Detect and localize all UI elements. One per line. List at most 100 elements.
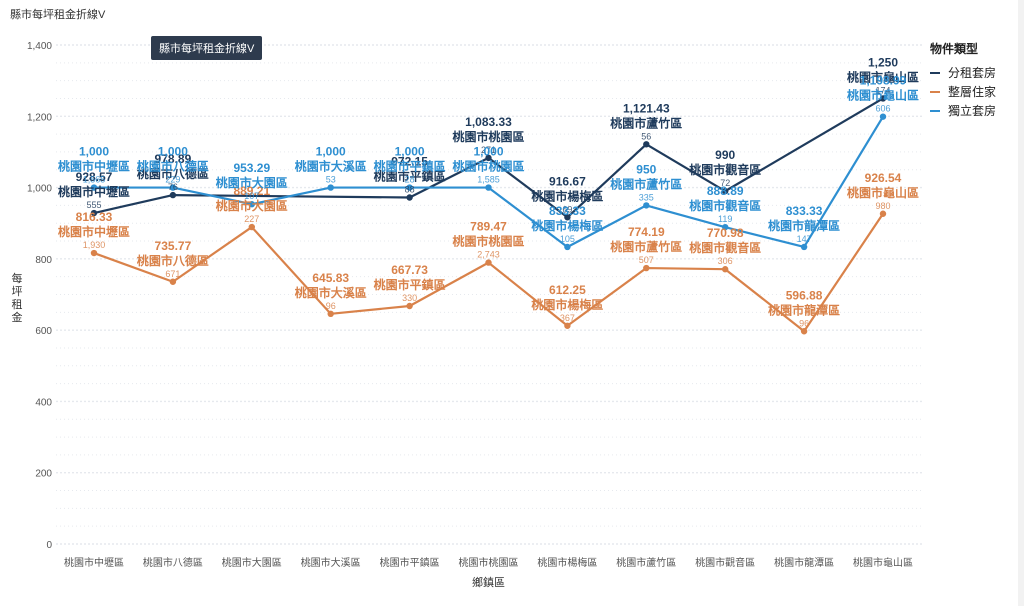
y-tick-label: 200 — [35, 469, 52, 480]
data-point — [327, 184, 334, 191]
data-value-label: 1,000 — [79, 145, 109, 159]
data-value-label: 990 — [715, 148, 735, 162]
series-lines — [90, 95, 887, 335]
data-point — [564, 243, 571, 251]
data-count-label: 69 — [562, 204, 572, 214]
data-value-label: 1,083.33 — [465, 115, 512, 129]
data-point — [879, 113, 887, 120]
data-point — [327, 310, 334, 318]
chart-title-tooltip: 縣市每坪租金折線V — [151, 36, 263, 60]
data-category-label: 桃園市桃園區 — [452, 129, 524, 144]
data-category-label: 桃園市蘆竹區 — [610, 176, 682, 191]
data-count-label: 88 — [405, 184, 415, 194]
data-category-label: 桃園市龍潭區 — [768, 302, 840, 317]
data-value-label: 1,121.43 — [623, 101, 670, 115]
data-value-label: 972.15 — [391, 154, 428, 168]
y-tick-label: 1,400 — [27, 41, 52, 52]
x-tick-label: 桃園市中壢區 — [64, 556, 124, 569]
data-point — [485, 259, 492, 266]
data-count-label: 105 — [560, 234, 575, 244]
data-value-label: 950 — [636, 162, 656, 176]
data-value-label: 1,000 — [158, 145, 188, 159]
y-tick-label: 1,200 — [27, 112, 52, 123]
legend-item-studio[interactable]: 獨立套房 — [930, 101, 996, 120]
legend-label: 獨立套房 — [948, 104, 997, 118]
data-count-label: 1,930 — [83, 240, 106, 250]
data-count-label: 1,585 — [477, 175, 500, 185]
data-point — [722, 266, 729, 273]
data-value-label: 888.89 — [707, 184, 744, 198]
x-tick-label: 桃園市平鎮區 — [380, 556, 440, 569]
data-count-label: 606 — [875, 104, 890, 114]
legend-item-rooms[interactable]: 分租套房 — [930, 63, 996, 82]
data-value-label: 596.88 — [786, 288, 823, 302]
legend-item-whole-house[interactable]: 整層住家 — [930, 82, 996, 101]
data-category-label: 桃園市楊梅區 — [531, 188, 603, 203]
data-category-label: 桃園市龜山區 — [847, 88, 919, 103]
data-count-label: 53 — [326, 175, 336, 185]
data-category-label: 桃園市楊梅區 — [531, 297, 603, 312]
data-count-label: 107 — [244, 191, 259, 201]
data-category-label: 桃園市八德區 — [137, 159, 209, 174]
data-point — [406, 302, 413, 310]
data-count-label: 507 — [639, 255, 654, 265]
x-tick-label: 桃園市龜山區 — [853, 556, 913, 569]
data-category-label: 桃園市桃園區 — [452, 159, 524, 174]
data-count-label: 56 — [641, 131, 651, 141]
data-point — [485, 154, 492, 162]
data-category-label: 桃園市觀音區 — [689, 240, 761, 255]
data-count-label: 96 — [326, 301, 336, 311]
y-tick-label: 1,000 — [27, 184, 52, 195]
data-value-label: 1,250 — [868, 55, 898, 69]
data-point — [248, 223, 255, 231]
data-count-label: 335 — [639, 192, 654, 202]
data-count-label: 96 — [799, 318, 809, 328]
data-count-label: 671 — [165, 269, 180, 279]
data-category-label: 桃園市中壢區 — [58, 184, 130, 199]
data-category-label: 桃園市觀音區 — [689, 162, 761, 177]
legend-swatch — [930, 90, 940, 93]
data-count-label: 367 — [560, 313, 575, 323]
data-value-label: 612.25 — [549, 283, 586, 297]
data-value-label: 816.33 — [76, 210, 113, 224]
data-value-label: 774.19 — [628, 225, 665, 239]
data-category-label: 桃園市平鎮區 — [374, 159, 446, 174]
data-count-label: 174 — [875, 85, 890, 95]
legend-title: 物件類型 — [930, 42, 979, 56]
data-count-label: 227 — [244, 214, 259, 224]
data-point — [879, 210, 887, 217]
data-category-label: 桃園市觀音區 — [689, 198, 761, 213]
data-category-label: 桃園市大園區 — [216, 175, 288, 190]
x-tick-label: 桃園市楊梅區 — [537, 556, 597, 569]
data-point — [643, 141, 650, 148]
y-tick-label: 800 — [35, 255, 52, 266]
data-count-label: 555 — [86, 200, 101, 210]
data-category-label: 桃園市大園區 — [216, 198, 288, 213]
legend-swatch — [930, 109, 940, 112]
data-value-label: 1,000 — [316, 145, 346, 159]
data-category-label: 桃園市平鎮區 — [374, 277, 446, 292]
data-category-label: 桃園市大溪區 — [295, 159, 367, 174]
data-category-label: 桃園市龍潭區 — [768, 218, 840, 233]
data-category-label: 桃園市中壢區 — [58, 224, 130, 239]
x-tick-label: 桃園市大溪區 — [301, 556, 361, 569]
data-count-label: 2,743 — [477, 250, 500, 260]
data-point — [564, 322, 571, 329]
data-point — [90, 249, 98, 257]
data-labels: 928.57桃園市中壢區555978.89桃園市八德區76972.15桃園市平鎮… — [58, 55, 919, 328]
data-point — [879, 95, 887, 102]
